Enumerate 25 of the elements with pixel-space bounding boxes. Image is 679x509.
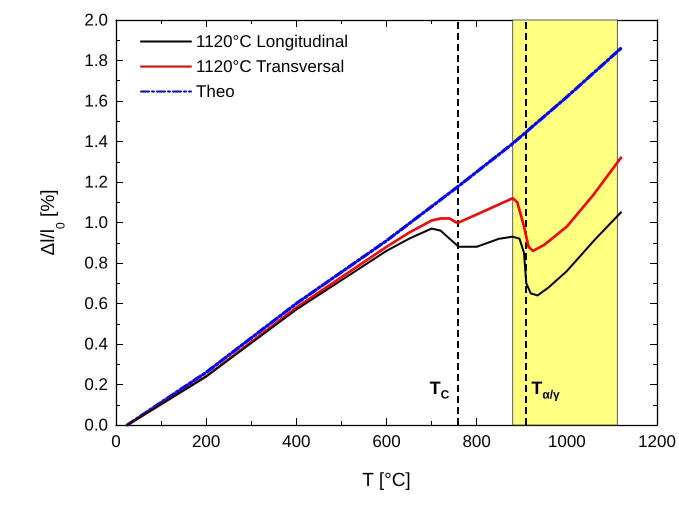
x-tick-label: 600 — [372, 432, 401, 451]
y-tick-label: 0.2 — [84, 375, 108, 394]
y-tick-label: 1.6 — [84, 92, 108, 110]
x-tick-label: 200 — [192, 432, 220, 451]
x-tick-label: 400 — [282, 432, 311, 451]
x-tick-label: 1200 — [638, 432, 676, 451]
x-tick-label: 800 — [462, 432, 491, 451]
legend-label: Theo — [196, 82, 235, 101]
y-tick-label: 0.4 — [84, 334, 108, 354]
y-tick-label: 1.0 — [84, 213, 108, 232]
y-tick-label: 1.8 — [84, 51, 108, 70]
y-tick-label: 0.0 — [84, 416, 108, 434]
ref-line-label: T$_{C}$ — [430, 378, 450, 402]
legend-label: 1120°C Transversal — [196, 57, 344, 76]
x-tick-label: 1000 — [548, 432, 586, 451]
y-tick-label: 0.8 — [84, 254, 108, 272]
legend-label: 1120°C Longitudinal — [196, 32, 348, 51]
x-axis-title: T [°C] — [362, 470, 411, 491]
y-tick-label: 2.0 — [84, 10, 108, 30]
x-tick-label: 0 — [111, 432, 121, 451]
ref-line-label: T$_{α/γ}$ — [531, 378, 560, 402]
y-tick-label: 1.4 — [84, 132, 108, 151]
y-axis-title: Δl/l0 [%] — [38, 189, 68, 256]
y-tick-label: 0.6 — [84, 294, 108, 313]
y-tick-label: 1.2 — [84, 172, 108, 192]
